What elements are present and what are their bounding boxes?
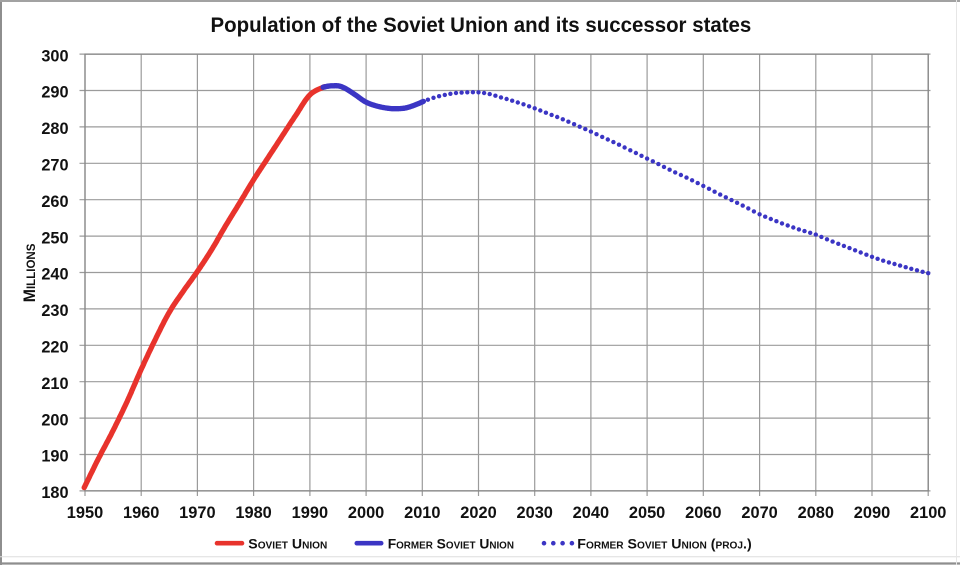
svg-text:Millions: Millions xyxy=(21,244,39,303)
svg-text:180: 180 xyxy=(41,484,68,502)
svg-text:Former Soviet Union (proj.): Former Soviet Union (proj.) xyxy=(577,536,751,552)
svg-text:2000: 2000 xyxy=(348,504,384,522)
svg-text:2070: 2070 xyxy=(741,504,777,522)
svg-text:290: 290 xyxy=(41,84,68,102)
svg-text:Population of the Soviet Union: Population of the Soviet Union and its s… xyxy=(211,14,752,37)
svg-text:Soviet Union: Soviet Union xyxy=(248,536,327,552)
svg-text:2040: 2040 xyxy=(573,504,609,522)
svg-text:1960: 1960 xyxy=(123,504,159,522)
svg-text:240: 240 xyxy=(41,266,68,284)
svg-text:2050: 2050 xyxy=(629,504,665,522)
svg-text:190: 190 xyxy=(41,448,68,466)
svg-text:250: 250 xyxy=(41,229,68,247)
svg-text:270: 270 xyxy=(41,157,68,175)
svg-text:210: 210 xyxy=(41,375,68,393)
svg-text:2090: 2090 xyxy=(854,504,890,522)
svg-text:260: 260 xyxy=(41,193,68,211)
svg-text:2080: 2080 xyxy=(798,504,834,522)
svg-text:230: 230 xyxy=(41,302,68,320)
svg-text:1950: 1950 xyxy=(67,504,103,522)
svg-text:1970: 1970 xyxy=(179,504,215,522)
svg-text:2020: 2020 xyxy=(460,504,496,522)
svg-text:280: 280 xyxy=(41,120,68,138)
svg-text:220: 220 xyxy=(41,339,68,357)
svg-text:2100: 2100 xyxy=(910,504,946,522)
svg-text:Former Soviet Union: Former Soviet Union xyxy=(388,536,514,552)
svg-text:1990: 1990 xyxy=(292,504,328,522)
svg-text:300: 300 xyxy=(41,47,68,65)
svg-text:1980: 1980 xyxy=(235,504,271,522)
svg-text:200: 200 xyxy=(41,411,68,429)
svg-text:2060: 2060 xyxy=(685,504,721,522)
svg-text:2030: 2030 xyxy=(517,504,553,522)
svg-text:2010: 2010 xyxy=(404,504,440,522)
